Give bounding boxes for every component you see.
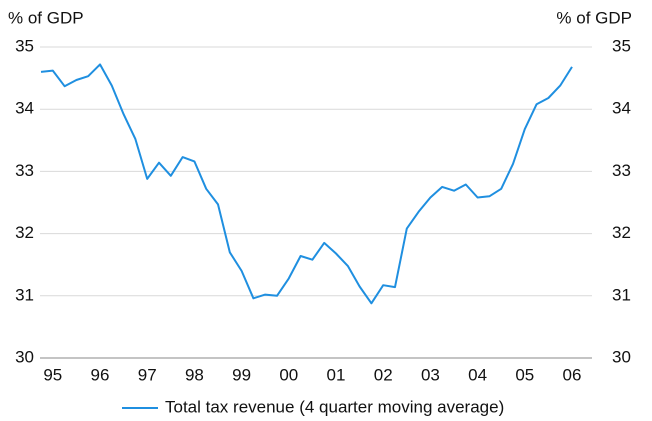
x-tick-label: 97 <box>138 365 157 384</box>
y2-axis-label: % of GDP <box>556 8 632 27</box>
y2-tick-label: 31 <box>612 285 631 304</box>
y2-tick-label: 35 <box>612 36 631 55</box>
x-tick-label: 05 <box>515 365 534 384</box>
x-tick-label: 98 <box>185 365 204 384</box>
y2-tick-label: 34 <box>612 99 631 118</box>
y-axis-label: % of GDP <box>8 8 84 27</box>
y-tick-label: 34 <box>15 99 34 118</box>
x-tick-label: 99 <box>232 365 251 384</box>
y-tick-label: 35 <box>15 36 34 55</box>
y-tick-label: 31 <box>15 285 34 304</box>
x-tick-label: 04 <box>468 365 487 384</box>
y-tick-label: 30 <box>15 347 34 366</box>
y-tick-label: 33 <box>15 161 34 180</box>
y-tick-label: 32 <box>15 223 34 242</box>
x-tick-label: 03 <box>421 365 440 384</box>
legend-label: Total tax revenue (4 quarter moving aver… <box>165 397 504 416</box>
x-tick-label: 00 <box>279 365 298 384</box>
x-tick-label: 06 <box>563 365 582 384</box>
y2-tick-label: 33 <box>612 161 631 180</box>
x-tick-label: 01 <box>327 365 346 384</box>
x-tick-label: 95 <box>43 365 62 384</box>
y2-tick-label: 32 <box>612 223 631 242</box>
line-series <box>40 63 573 305</box>
x-tick-label: 02 <box>374 365 393 384</box>
x-tick-label: 96 <box>91 365 110 384</box>
y2-tick-label: 30 <box>612 347 631 366</box>
